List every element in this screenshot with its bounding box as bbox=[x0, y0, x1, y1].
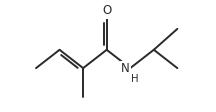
Text: N: N bbox=[121, 62, 130, 75]
Text: H: H bbox=[131, 74, 138, 84]
Text: O: O bbox=[102, 4, 111, 17]
